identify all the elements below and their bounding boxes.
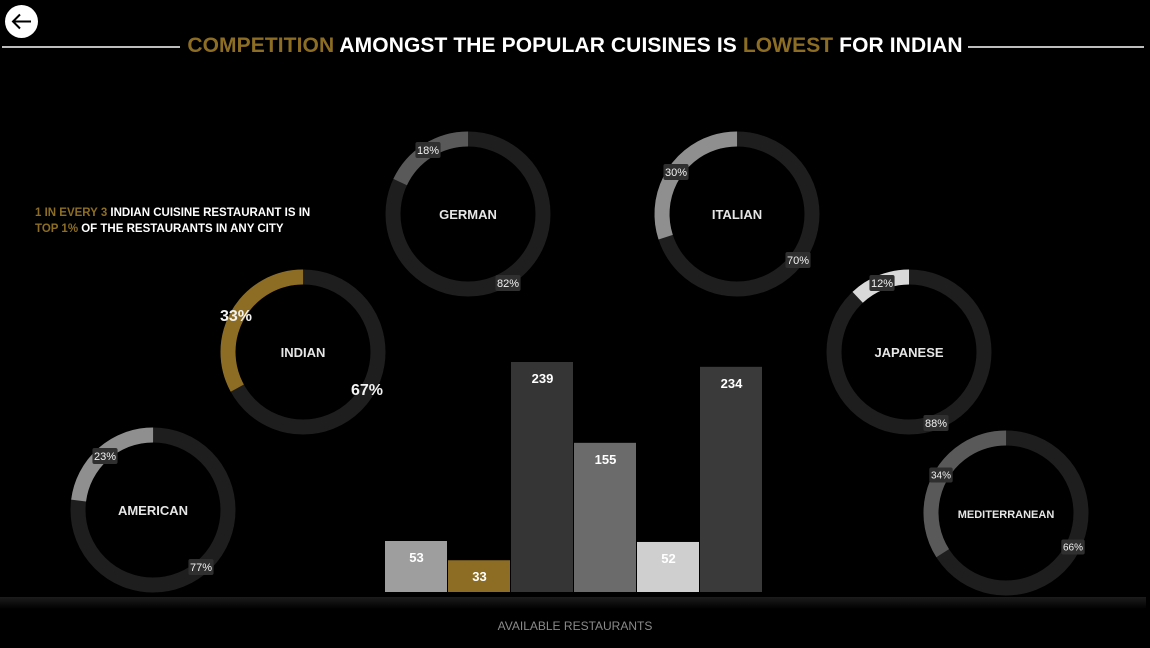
note-part: INDIAN CUISINE RESTAURANT IS IN bbox=[107, 207, 311, 219]
insight-note: 1 IN EVERY 3 INDIAN CUISINE RESTAURANT I… bbox=[35, 205, 335, 237]
donut-slice bbox=[923, 430, 1089, 596]
title-divider-right bbox=[968, 46, 1144, 48]
slice-label: 23% bbox=[94, 451, 116, 463]
slice-label: 88% bbox=[925, 418, 947, 430]
donut-slice bbox=[70, 427, 236, 593]
note-part: TOP 1% bbox=[35, 223, 79, 235]
donut-label: INDIAN bbox=[281, 345, 326, 360]
donut-label: MEDITERRANEAN bbox=[958, 509, 1055, 521]
bar-value-label: 239 bbox=[532, 371, 554, 386]
donut-japanese: JAPANESE 12% 88% bbox=[826, 269, 992, 435]
title-divider-left bbox=[2, 46, 180, 48]
bar-value-label: 52 bbox=[661, 551, 675, 566]
slice-label: 66% bbox=[1063, 543, 1083, 554]
donut-mediterranean: MEDITERRANEAN 34% 66% bbox=[923, 430, 1089, 596]
donut-slice bbox=[826, 269, 992, 435]
donut-american: AMERICAN 23% 77% bbox=[70, 427, 236, 593]
arrow-left-icon bbox=[11, 13, 31, 30]
bar bbox=[574, 442, 636, 592]
slice-label-box bbox=[415, 142, 441, 158]
bar bbox=[511, 362, 573, 592]
title-part: AMONGST THE POPULAR CUISINES IS bbox=[334, 34, 743, 57]
donut-label: GERMAN bbox=[439, 207, 497, 222]
note-part: 1 IN EVERY 3 bbox=[35, 207, 108, 219]
insight-line-2: TOP 1% OF THE RESTAURANTS IN ANY CITY bbox=[35, 221, 335, 237]
slice-label-box bbox=[1061, 539, 1085, 555]
page-title: COMPETITION AMONGST THE POPULAR CUISINES… bbox=[0, 34, 1150, 58]
slice-label: 77% bbox=[190, 562, 212, 574]
insight-line-1: 1 IN EVERY 3 INDIAN CUISINE RESTAURANT I… bbox=[35, 205, 335, 221]
bar-value-label: 234 bbox=[721, 376, 743, 391]
slice-label: 30% bbox=[665, 167, 687, 179]
restaurant-bar-chart: 53 33 239 155 52 234 bbox=[385, 362, 762, 592]
donut-label: JAPANESE bbox=[874, 345, 943, 360]
donut-slice bbox=[220, 269, 386, 435]
bar bbox=[385, 540, 447, 592]
slice-label-box bbox=[923, 415, 949, 431]
slice-label-box bbox=[869, 275, 895, 291]
slice-label: 70% bbox=[787, 255, 809, 267]
bar-value-label: 53 bbox=[409, 550, 423, 565]
bar bbox=[637, 541, 699, 592]
slice-label-box bbox=[92, 448, 118, 464]
back-button[interactable] bbox=[5, 5, 38, 38]
donut-indian: INDIAN 33% 67% bbox=[220, 269, 386, 435]
slice-label-box bbox=[663, 164, 689, 180]
slice-label-box bbox=[785, 252, 811, 268]
bar-value-label: 33 bbox=[472, 569, 486, 584]
slice-label-box bbox=[929, 467, 953, 483]
donut-label: ITALIAN bbox=[712, 207, 762, 222]
donut-slice bbox=[385, 131, 551, 297]
donut-slice bbox=[654, 131, 820, 297]
bar bbox=[700, 366, 762, 592]
bar-value-label: 155 bbox=[595, 452, 617, 467]
title-part: LOWEST bbox=[742, 34, 834, 57]
donut-label: AMERICAN bbox=[118, 503, 188, 518]
slice-label: 18% bbox=[417, 145, 439, 157]
title-part: FOR INDIAN bbox=[833, 34, 963, 57]
slice-label: 33% bbox=[220, 308, 252, 325]
title-part: COMPETITION bbox=[187, 34, 335, 57]
bar bbox=[448, 560, 510, 592]
slice-label: 82% bbox=[497, 278, 519, 290]
slice-label-box bbox=[188, 559, 214, 575]
slice-label: 34% bbox=[931, 471, 951, 482]
donut-german: GERMAN 18% 82% bbox=[385, 131, 551, 297]
slice-label: 12% bbox=[871, 278, 893, 290]
slice-label-box bbox=[495, 275, 521, 291]
bar-chart-floor bbox=[0, 597, 1146, 609]
bar-chart-axis-title: AVAILABLE RESTAURANTS bbox=[497, 619, 653, 633]
donut-italian: ITALIAN 30% 70% bbox=[654, 131, 820, 297]
slice-label: 67% bbox=[351, 382, 383, 399]
note-part: OF THE RESTAURANTS IN ANY CITY bbox=[78, 223, 284, 235]
